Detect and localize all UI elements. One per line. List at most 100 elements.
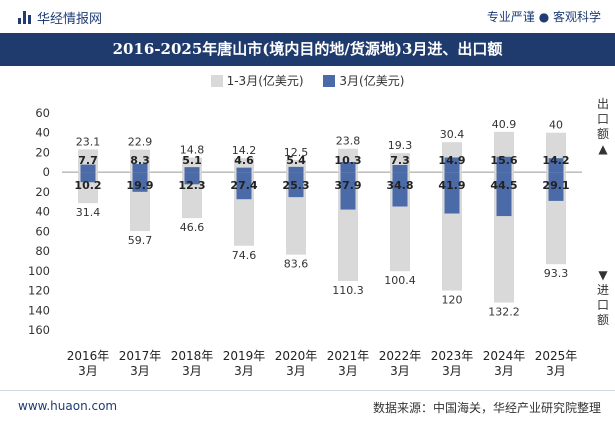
x-tick-label: 2017年 [119, 349, 162, 363]
data-label-ytd-import: 74.6 [232, 249, 257, 262]
chart-legend: 1-3月(亿美元) 3月(亿美元) [0, 72, 615, 90]
x-tick-label: 3月 [286, 364, 306, 378]
y-tick-label: 100 [28, 264, 50, 278]
y-tick-label: 60 [35, 106, 50, 120]
x-tick-label: 2021年 [327, 349, 370, 363]
x-tick-label: 3月 [234, 364, 254, 378]
data-label-month-import: 34.8 [386, 179, 413, 192]
data-label-month-import: 19.9 [126, 179, 153, 192]
x-tick-label: 3月 [338, 364, 358, 378]
bar-month-import [236, 172, 252, 200]
side-label-import-char: 额 [596, 313, 609, 327]
data-label-month-export: 15.6 [490, 154, 517, 167]
data-label-ytd-import: 132.2 [488, 306, 520, 319]
data-label-month-export: 14.9 [438, 154, 465, 167]
data-label-month-import: 44.5 [490, 179, 517, 192]
y-tick-label: 160 [28, 323, 50, 337]
side-label-import-char: 口 [596, 298, 609, 312]
bar-month-export [444, 157, 460, 173]
x-tick-label: 2023年 [431, 349, 474, 363]
legend-swatch-ytd [210, 74, 223, 87]
data-label-ytd-import: 83.6 [284, 258, 309, 271]
bar-month-export [288, 166, 304, 173]
data-label-month-import: 37.9 [334, 179, 361, 192]
x-tick-label: 3月 [182, 364, 202, 378]
data-label-month-import: 10.2 [74, 179, 101, 192]
data-label-month-export: 14.2 [542, 154, 569, 167]
data-label-month-export: 7.3 [390, 154, 410, 167]
data-label-ytd-export: 23.8 [336, 135, 361, 148]
data-label-month-import: 27.4 [230, 179, 257, 192]
bar-month-import [184, 172, 200, 185]
x-tick-label: 3月 [442, 364, 462, 378]
footer-source: 数据来源：中国海关，华经产业研究院整理 [372, 401, 601, 415]
y-tick-label: 60 [35, 224, 50, 238]
side-label-export-char: 额 [596, 127, 609, 141]
data-label-month-import: 41.9 [438, 179, 465, 192]
data-label-month-import: 25.3 [282, 179, 309, 192]
x-tick-label: 3月 [130, 364, 150, 378]
data-label-ytd-import: 46.6 [180, 221, 205, 234]
bar-month-import [548, 172, 564, 201]
bar-month-import [288, 172, 304, 198]
y-tick-label: 20 [35, 145, 50, 159]
tagline: 专业严谨 ● 客观科学 [486, 10, 601, 24]
legend-label-ytd: 1-3月(亿美元) [226, 74, 304, 88]
data-label-ytd-export: 19.3 [388, 139, 413, 152]
x-tick-label: 2020年 [275, 349, 318, 363]
data-label-ytd-export: 22.9 [128, 136, 153, 149]
data-label-month-import: 12.3 [178, 179, 205, 192]
legend-item-month: 3月(亿美元) [323, 72, 404, 89]
data-label-ytd-import: 93.3 [544, 267, 569, 280]
data-label-ytd-import: 31.4 [76, 206, 101, 219]
y-tick-label: 20 [35, 185, 50, 199]
x-tick-label: 2022年 [379, 349, 422, 363]
data-label-ytd-import: 100.4 [384, 274, 416, 287]
brand-logo-icon [18, 11, 31, 24]
y-tick-label: 0 [43, 165, 50, 179]
bar-month-import [132, 172, 148, 192]
bar-month-export [392, 164, 408, 173]
data-label-ytd-export: 23.1 [76, 135, 101, 148]
bar-month-import [80, 172, 96, 183]
bar-month-import [340, 172, 356, 210]
side-label-export-char: 出 [596, 97, 609, 111]
side-label-export-arrow-icon: ▲ [598, 142, 608, 156]
x-tick-label: 2018年 [171, 349, 214, 363]
y-tick-label: 80 [35, 244, 50, 258]
x-tick-label: 3月 [546, 364, 566, 378]
bar-month-export [548, 158, 564, 173]
y-tick-label: 140 [28, 303, 50, 317]
bar-month-import [392, 172, 408, 207]
data-label-month-export: 4.6 [234, 154, 254, 167]
data-label-month-export: 7.7 [78, 154, 98, 167]
data-label-ytd-export: 14.2 [232, 144, 257, 157]
y-tick-label: 40 [35, 205, 50, 219]
bar-month-export [184, 167, 200, 173]
x-tick-label: 3月 [390, 364, 410, 378]
chart-title: 2016-2025年唐山市(境内目的地/货源地)3月进、出口额 [0, 33, 615, 66]
data-label-ytd-import: 120 [442, 294, 463, 307]
x-tick-label: 2019年 [223, 349, 266, 363]
data-label-ytd-export: 30.4 [440, 128, 465, 141]
top-bar: 华经情报网 专业严谨 ● 客观科学 [0, 0, 615, 32]
side-label-export: 出 口 额 ▲ [595, 97, 611, 157]
y-tick-label: 120 [28, 284, 50, 298]
side-label-import-arrow-icon: ▼ [598, 268, 608, 282]
side-label-import-char: 进 [596, 283, 609, 297]
bar-month-export [496, 156, 512, 173]
data-label-month-export: 8.3 [130, 154, 150, 167]
legend-item-ytd: 1-3月(亿美元) [210, 72, 304, 89]
data-label-month-export: 5.1 [182, 154, 202, 167]
brand: 华经情报网 [18, 8, 102, 27]
data-label-month-export: 10.3 [334, 154, 361, 167]
x-tick-label: 2016年 [67, 349, 110, 363]
data-label-ytd-import: 110.3 [332, 284, 364, 297]
x-tick-label: 2024年 [483, 349, 526, 363]
footer-website: www.huaon.com [18, 399, 118, 413]
bar-month-import [496, 172, 512, 217]
legend-swatch-month [323, 74, 336, 87]
x-tick-label: 3月 [494, 364, 514, 378]
bar-month-export [340, 162, 356, 173]
